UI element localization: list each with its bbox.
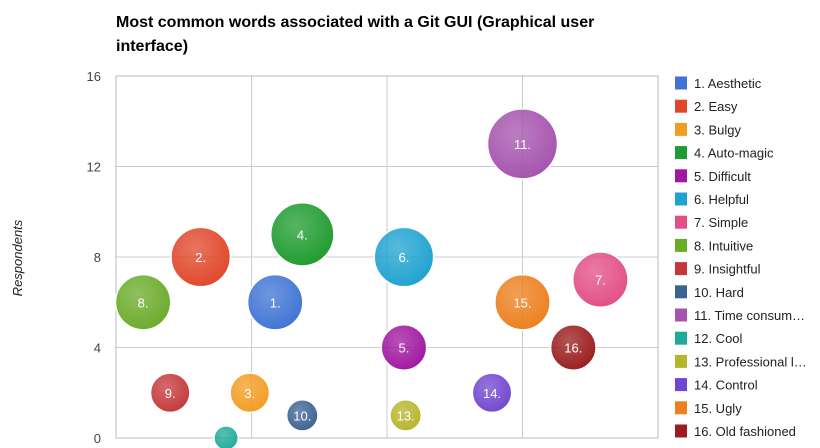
y-tick-label: 0 [94,431,101,446]
legend-swatch-3 [675,122,687,136]
bubble-2[interactable] [170,226,232,288]
legend-entry-10[interactable]: 10. Hard [694,285,744,300]
legend-swatch-16 [675,424,687,438]
legend-entry-14[interactable]: 14. Control [694,378,758,393]
bubble-11[interactable] [486,108,559,180]
legend-swatch-12 [675,331,687,345]
legend-swatch-5 [675,169,687,183]
bubble-4[interactable] [269,202,335,267]
legend-swatch-2 [675,99,687,113]
bubble-label-9: 9. [165,386,176,401]
bubble-label-5: 5. [399,341,410,356]
y-tick-label: 12 [87,160,101,175]
legend: 1. Aesthetic 2. Easy 3. Bulgy 4. Auto-magic… [675,76,807,439]
legend-entry-6[interactable]: 6. Helpful [694,192,749,207]
bubble-14[interactable] [471,372,513,414]
legend-entry-3[interactable]: 3. Bulgy [694,122,741,137]
legend-swatch-7 [675,215,687,229]
bubble-label-11: 11. [514,137,531,152]
bubble-label-8: 8. [138,295,149,310]
bubble-1[interactable] [246,273,304,331]
bubble-16[interactable] [549,324,597,371]
chart-title-line-2: interface) [116,38,188,55]
legend-swatch-14 [675,378,687,392]
legend-swatch-1 [675,76,687,90]
y-axis-label: Respondents [10,219,25,296]
plot-border [115,75,659,439]
legend-swatch-8 [675,238,687,252]
legend-entry-11[interactable]: 11. Time consum… [694,308,805,323]
bubble-label-2: 2. [195,250,206,265]
legend-swatch-10 [675,285,687,299]
legend-entry-2[interactable]: 2. Easy [694,99,738,114]
y-tick-label: 4 [94,341,101,356]
bubble-label-16: 16. [564,341,582,356]
legend-swatch-11 [675,308,687,322]
bubble-label-15: 15. [513,295,531,310]
legend-swatch-6 [675,192,687,206]
legend-entry-13[interactable]: 13. Professional l… [694,354,807,369]
legend-entry-4[interactable]: 4. Auto-magic [694,146,774,161]
legend-entry-16[interactable]: 16. Old fashioned [694,424,796,439]
y-tick-label: 8 [94,250,101,265]
bubble-5[interactable] [380,324,428,371]
bubble-label-10: 10. [293,408,311,423]
legend-entry-7[interactable]: 7. Simple [694,215,748,230]
bubble-15[interactable] [494,273,551,331]
bubble-label-13: 13. [397,408,415,423]
legend-swatch-15 [675,401,687,415]
bubble-label-3: 3. [244,386,255,401]
bubbles: 11. 4. 2. 6. 1. 7. 8. 15. 5. 16. 3. 9. 14. 10. 13. [114,108,629,448]
bubble-label-14: 14. [483,386,501,401]
legend-entry-9[interactable]: 9. Insightful [694,262,761,277]
legend-entry-1[interactable]: 1. Aesthetic [694,76,762,91]
bubble-3[interactable] [229,372,271,414]
bubble-10[interactable] [285,398,319,432]
bubble-label-4: 4. [297,227,308,242]
bubble-label-7: 7. [595,273,606,288]
y-tick-label: 16 [87,69,101,84]
y-ticks: 0 4 8 12 16 [87,69,101,446]
bubble-7[interactable] [572,251,629,308]
bubble-13[interactable] [389,398,423,432]
chart-title-line-1: Most common words associated with a Git … [116,14,594,31]
bubble-9[interactable] [149,372,191,414]
legend-swatch-13 [675,354,687,368]
legend-swatch-9 [675,262,687,276]
legend-entry-15[interactable]: 15. Ugly [694,401,742,416]
legend-entry-5[interactable]: 5. Difficult [694,169,751,184]
legend-entry-12[interactable]: 12. Cool [694,331,743,346]
bubble-label-6: 6. [399,250,410,265]
bubble-8[interactable] [114,273,172,331]
legend-entry-8[interactable]: 8. Intuitive [694,238,753,253]
bubble-12[interactable] [213,425,239,448]
bubble-6[interactable] [373,226,435,288]
bubble-label-1: 1. [270,295,281,310]
legend-swatch-4 [675,146,687,160]
